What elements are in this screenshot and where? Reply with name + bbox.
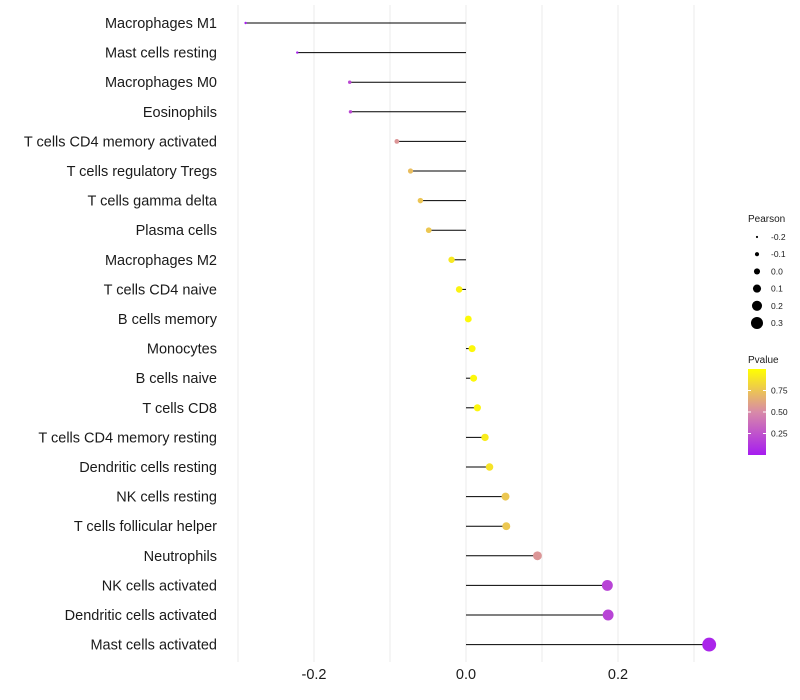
size-legend-label-0: -0.2	[771, 232, 786, 242]
color-legend: Pvalue 0.25 0.50 0.75	[748, 355, 788, 455]
x-tick-label-1: 0.0	[456, 667, 476, 683]
category-label-19: NK cells activated	[102, 578, 217, 594]
color-legend-label-1: 0.50	[771, 407, 788, 417]
point-21	[702, 637, 717, 652]
color-legend-bar	[748, 369, 766, 455]
x-tick-label-0: -0.2	[302, 667, 327, 683]
size-legend-dot-5	[750, 316, 764, 330]
category-label-21: Mast cells activated	[90, 638, 217, 654]
point-2	[348, 80, 352, 84]
size-legend-label-2: 0.0	[771, 266, 783, 276]
point-8	[448, 256, 455, 263]
grid-lines	[237, 5, 695, 662]
category-label-13: T cells CD8	[142, 401, 217, 417]
point-1	[296, 51, 299, 54]
category-label-11: Monocytes	[147, 342, 217, 358]
size-legend-dot-0	[755, 235, 759, 239]
size-legend-dot-3	[752, 284, 762, 293]
size-legend-label-5: 0.3	[771, 318, 783, 328]
point-11	[468, 345, 476, 353]
point-19	[601, 579, 613, 591]
category-label-12: B cells naive	[136, 371, 217, 387]
point-3	[348, 110, 353, 114]
category-label-18: Neutrophils	[144, 549, 217, 565]
category-label-3: Eosinophils	[143, 105, 217, 121]
point-12	[470, 374, 478, 382]
point-15	[485, 463, 494, 471]
color-legend-title: Pvalue	[748, 355, 779, 366]
category-label-8: Macrophages M2	[105, 253, 217, 269]
point-5	[407, 168, 414, 174]
point-9	[455, 286, 463, 293]
stems	[245, 22, 710, 646]
point-7	[425, 227, 432, 234]
category-label-2: Macrophages M0	[105, 75, 217, 91]
x-tick-label-2: 0.2	[608, 667, 628, 683]
category-label-7: Plasma cells	[136, 223, 217, 239]
point-20	[602, 609, 614, 621]
category-label-17: T cells follicular helper	[74, 519, 217, 535]
point-18	[533, 551, 542, 561]
category-label-4: T cells CD4 memory activated	[24, 134, 217, 150]
size-legend-dot-4	[751, 300, 763, 311]
size-legend-title: Pearson	[748, 214, 785, 225]
color-legend-label-2: 0.75	[771, 386, 788, 396]
size-legend-dot-1	[754, 252, 760, 257]
points	[244, 21, 717, 652]
point-6	[417, 197, 424, 204]
point-13	[473, 404, 481, 412]
point-4	[394, 139, 400, 144]
category-label-20: Dendritic cells activated	[65, 608, 217, 624]
color-legend-label-0: 0.25	[771, 429, 788, 439]
size-legend: Pearson -0.2 -0.1 0.0 0.1 0.2 0.3	[748, 214, 786, 330]
size-legend-dot-2	[753, 268, 761, 275]
category-label-15: Dendritic cells resting	[79, 460, 217, 476]
point-16	[501, 492, 510, 501]
category-label-9: T cells CD4 naive	[104, 282, 217, 298]
point-14	[481, 433, 489, 442]
size-legend-label-4: 0.2	[771, 301, 783, 311]
point-17	[502, 522, 511, 531]
category-label-14: T cells CD4 memory resting	[38, 430, 217, 446]
category-label-0: Macrophages M1	[105, 16, 217, 32]
point-0	[244, 21, 247, 25]
category-labels: Macrophages M1 Mast cells resting Macropha…	[24, 16, 218, 654]
category-label-10: B cells memory	[118, 312, 218, 328]
category-label-6: T cells gamma delta	[88, 194, 218, 210]
point-10	[464, 315, 472, 323]
category-label-5: T cells regulatory Tregs	[67, 164, 217, 180]
x-axis-ticks: -0.2 0.0 0.2	[302, 667, 629, 683]
size-legend-label-3: 0.1	[771, 284, 783, 294]
category-label-16: NK cells resting	[116, 490, 217, 506]
category-label-1: Mast cells resting	[105, 46, 217, 62]
size-legend-label-1: -0.1	[771, 249, 786, 259]
